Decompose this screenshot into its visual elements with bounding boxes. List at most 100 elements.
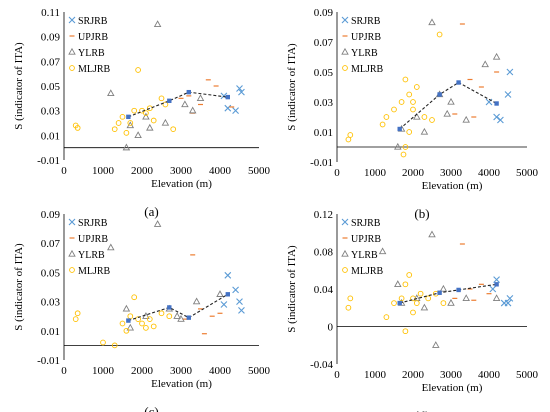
legend-label: UPJRB (78, 32, 108, 43)
y-axis-label: S (indicator of ITA) (286, 43, 298, 131)
legend-marker (341, 218, 349, 226)
trend-marker (437, 92, 442, 97)
data-point (236, 298, 243, 305)
data-point (162, 101, 169, 108)
data-point (224, 271, 232, 279)
x-tick-label: 1000 (364, 369, 387, 381)
data-point (447, 97, 455, 105)
data-point (216, 290, 224, 297)
data-point (72, 316, 79, 322)
series-srjrb (489, 276, 514, 307)
data-point (410, 106, 416, 113)
data-point (493, 113, 500, 121)
data-point (170, 126, 177, 133)
data-point (74, 310, 81, 317)
y-tick-label: -0.04 (310, 359, 333, 371)
data-point (492, 52, 501, 60)
y-tick-label: 0.08 (314, 247, 334, 259)
trend-line (399, 283, 497, 304)
data-point (150, 117, 157, 124)
y-tick-label: 0.07 (41, 56, 61, 68)
data-point (122, 143, 131, 151)
data-point (447, 298, 455, 306)
data-point (161, 118, 170, 126)
data-point (238, 306, 245, 314)
trend-line (128, 293, 229, 322)
y-axis-label: S (indicator of ITA) (286, 245, 298, 333)
panel-c: -0.01 0.01 0.03 0.05 0.07 0.09 0 1000 2000 3000 40… (13, 209, 271, 412)
data-point (127, 313, 134, 320)
panel-label: (b) (414, 206, 429, 221)
data-point (493, 276, 500, 284)
series-srjrb (220, 271, 245, 314)
x-tick-label: 1000 (364, 167, 387, 179)
legend-marker (69, 65, 75, 71)
data-point (436, 31, 443, 38)
data-point (402, 328, 409, 335)
x-tick-label: 4000 (478, 167, 501, 179)
data-point (347, 295, 354, 302)
data-point (413, 300, 420, 306)
data-point (139, 320, 145, 327)
data-point (127, 120, 134, 126)
y-tick-label: 0.11 (41, 7, 60, 19)
y-tick-label: 0.09 (41, 209, 61, 221)
data-point (391, 106, 397, 113)
data-point (400, 151, 407, 158)
data-point (504, 91, 512, 98)
trend-marker (167, 98, 172, 103)
legend-marker (341, 16, 349, 24)
data-point (497, 116, 504, 124)
data-point (421, 114, 428, 120)
legend-marker (68, 218, 76, 226)
data-point (135, 316, 141, 322)
legend-marker (69, 267, 75, 273)
series-mljrb (345, 31, 443, 158)
legend-marker (68, 249, 76, 257)
y-tick-label: 0.07 (314, 37, 334, 49)
trend-marker (494, 101, 499, 106)
series-upjrb (182, 254, 223, 335)
data-point (107, 243, 115, 251)
data-point (383, 114, 390, 120)
x-tick-label: 3000 (170, 165, 193, 177)
trend-marker (225, 94, 230, 100)
data-point (429, 117, 435, 123)
legend-marker (68, 47, 76, 55)
data-point (428, 230, 436, 238)
legend-marker (342, 65, 348, 71)
data-point (417, 290, 424, 297)
x-tick-label: 0 (334, 167, 340, 179)
legend-marker (342, 267, 348, 273)
x-tick-label: 3000 (440, 167, 463, 179)
legend-label: UPJRB (351, 234, 381, 245)
panel-label: (d) (414, 408, 429, 412)
x-tick-label: 5000 (248, 165, 271, 177)
x-tick-label: 3000 (170, 365, 193, 377)
data-point (345, 304, 352, 311)
series-upjrb (452, 23, 500, 118)
data-point (134, 131, 142, 138)
legend-label: SRJRB (351, 218, 381, 229)
y-tick-label: 0.01 (41, 326, 60, 338)
data-point (413, 112, 421, 120)
data-point (123, 130, 130, 136)
y-axis-label: S (indicator of ITA) (13, 42, 25, 130)
legend-label: UPJRB (351, 32, 381, 43)
data-point (347, 132, 354, 138)
x-tick-label: 1000 (92, 365, 115, 377)
legend-label: MLJRB (351, 266, 384, 277)
series-ylrb (107, 20, 205, 151)
data-point (379, 121, 386, 128)
data-point (119, 320, 126, 327)
x-tick-label: 2000 (402, 369, 425, 381)
data-point (420, 127, 429, 135)
data-point (158, 95, 165, 102)
data-point (126, 323, 135, 331)
data-point (420, 303, 429, 311)
y-axis-label: S (indicator of ITA) (13, 243, 25, 331)
data-point (413, 84, 420, 90)
legend-label: YLRB (351, 250, 378, 261)
data-point (100, 339, 106, 346)
data-point (107, 89, 115, 97)
